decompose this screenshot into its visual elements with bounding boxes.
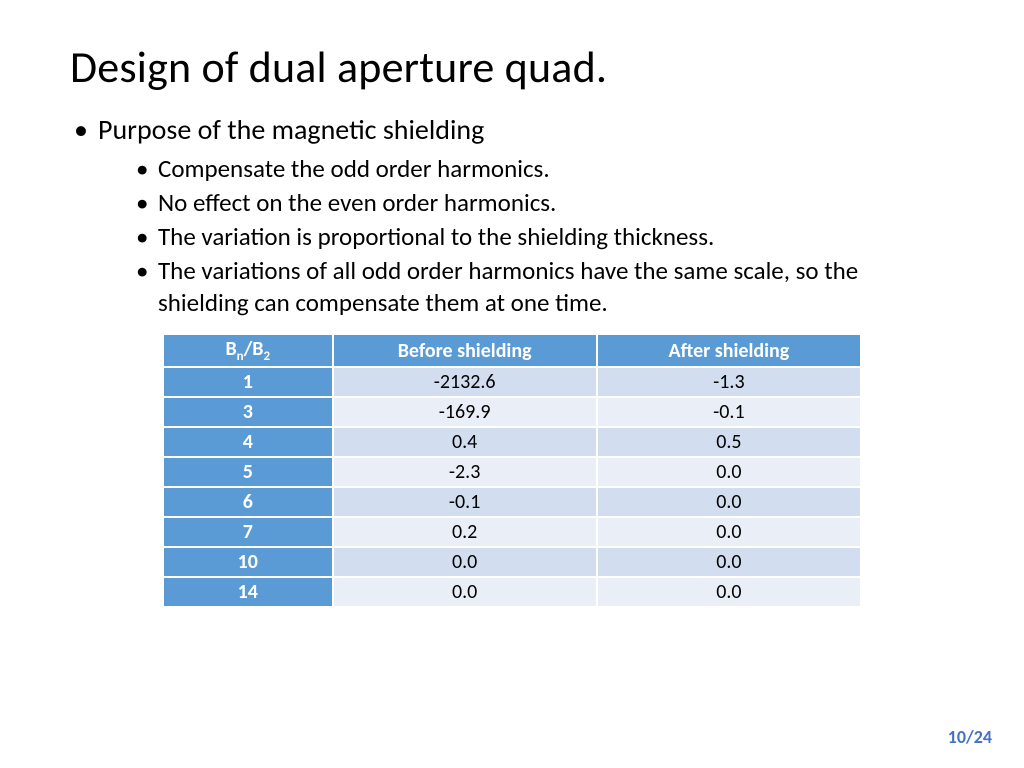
row-label: 14 <box>163 577 333 607</box>
table-row: 4 0.4 0.5 <box>163 427 861 457</box>
ratio-B: B <box>225 337 236 361</box>
col-header-ratio: Bn/B2 <box>163 334 333 367</box>
row-label: 1 <box>163 367 333 397</box>
bullet-l1-item: Purpose of the magnetic shielding Compen… <box>70 112 954 319</box>
bullet-l1-text: Purpose of the magnetic shielding <box>98 112 484 147</box>
cell-after: 0.0 <box>597 487 861 517</box>
col-header-after: After shielding <box>597 334 861 367</box>
bullet-l2-item: The variation is proportional to the shi… <box>132 221 954 253</box>
cell-after: 0.0 <box>597 577 861 607</box>
cell-after: 0.5 <box>597 427 861 457</box>
table-row: 1 -2132.6 -1.3 <box>163 367 861 397</box>
cell-after: 0.0 <box>597 517 861 547</box>
bullet-l2-item: No effect on the even order harmonics. <box>132 187 954 219</box>
cell-before: -169.9 <box>333 397 597 427</box>
bullet-list-level2: Compensate the odd order harmonics. No e… <box>98 153 954 319</box>
harmonics-table-container: Bn/B2 Before shielding After shielding 1… <box>162 333 862 608</box>
cell-before: -0.1 <box>333 487 597 517</box>
cell-before: -2.3 <box>333 457 597 487</box>
table-row: 3 -169.9 -0.1 <box>163 397 861 427</box>
cell-after: -1.3 <box>597 367 861 397</box>
row-label: 5 <box>163 457 333 487</box>
bullet-list-level1: Purpose of the magnetic shielding Compen… <box>70 112 954 319</box>
cell-before: 0.0 <box>333 577 597 607</box>
ratio-sub-2: 2 <box>263 349 270 364</box>
cell-after: 0.0 <box>597 457 861 487</box>
table-row: 6 -0.1 0.0 <box>163 487 861 517</box>
col-header-before: Before shielding <box>333 334 597 367</box>
cell-before: 0.4 <box>333 427 597 457</box>
cell-before: 0.2 <box>333 517 597 547</box>
table-row: 7 0.2 0.0 <box>163 517 861 547</box>
bullet-l2-item: Compensate the odd order harmonics. <box>132 153 954 185</box>
ratio-sep: /B <box>244 337 264 361</box>
row-label: 6 <box>163 487 333 517</box>
row-label: 7 <box>163 517 333 547</box>
page-number: 10/24 <box>948 726 992 748</box>
row-label: 3 <box>163 397 333 427</box>
table-row: 5 -2.3 0.0 <box>163 457 861 487</box>
ratio-sub-n: n <box>237 349 244 364</box>
bullet-l2-item: The variations of all odd order harmonic… <box>132 255 954 319</box>
table-row: 14 0.0 0.0 <box>163 577 861 607</box>
cell-after: 0.0 <box>597 547 861 577</box>
table-header-row: Bn/B2 Before shielding After shielding <box>163 334 861 367</box>
cell-before: 0.0 <box>333 547 597 577</box>
table-row: 10 0.0 0.0 <box>163 547 861 577</box>
row-label: 4 <box>163 427 333 457</box>
slide-title: Design of dual aperture quad. <box>70 40 954 94</box>
table-body: 1 -2132.6 -1.3 3 -169.9 -0.1 4 0.4 0.5 5… <box>163 367 861 607</box>
cell-after: -0.1 <box>597 397 861 427</box>
slide: Design of dual aperture quad. Purpose of… <box>0 0 1024 768</box>
harmonics-table: Bn/B2 Before shielding After shielding 1… <box>162 333 862 608</box>
row-label: 10 <box>163 547 333 577</box>
cell-before: -2132.6 <box>333 367 597 397</box>
